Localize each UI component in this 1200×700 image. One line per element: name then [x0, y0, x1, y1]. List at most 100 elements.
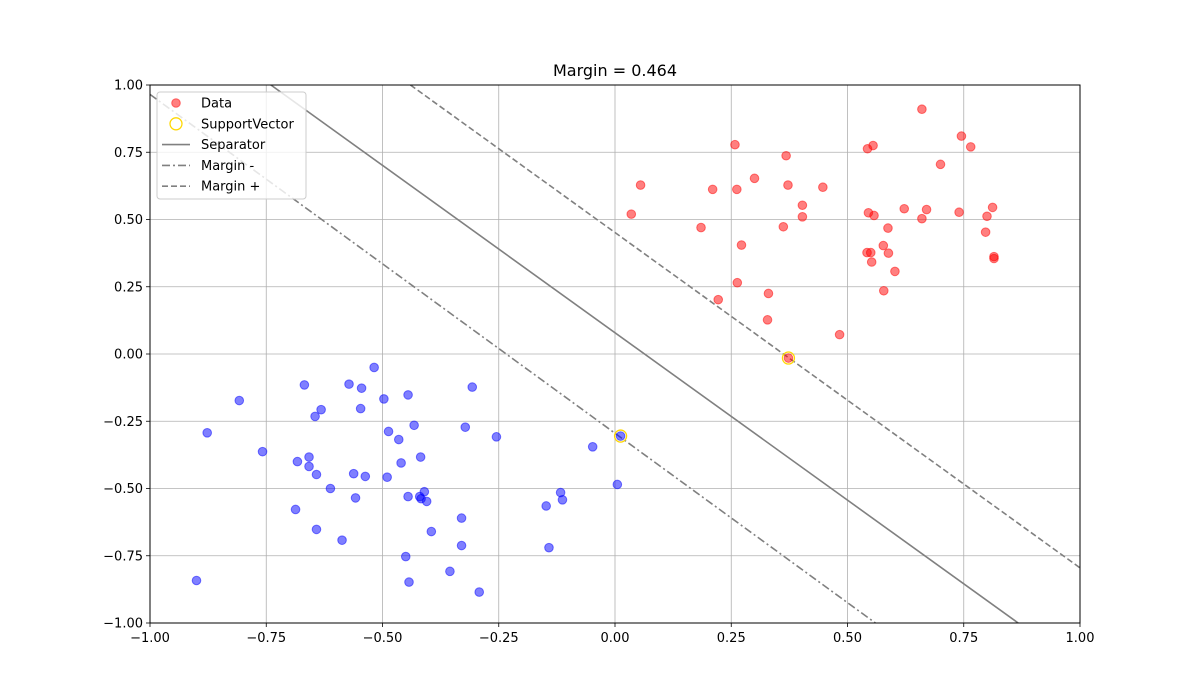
positive-data-point	[783, 353, 794, 363]
negative-data-point	[316, 404, 326, 415]
y-tick-label: −0.25	[103, 415, 143, 430]
x-tick-label: 1.00	[1066, 631, 1095, 646]
negative-data-point	[369, 362, 379, 373]
positive-data-point	[834, 329, 845, 340]
negative-data-point	[403, 390, 413, 400]
negative-data-point	[587, 442, 598, 452]
legend-label-supportvector: SupportVector	[201, 117, 294, 132]
x-tick-label: −0.50	[363, 631, 403, 646]
negative-data-point	[382, 472, 392, 483]
margin-line	[409, 85, 1080, 569]
positive-data-point	[878, 240, 889, 251]
y-tick-label: −0.75	[103, 549, 143, 564]
positive-data-point	[635, 180, 646, 190]
chart-title: Margin = 0.464	[553, 61, 677, 80]
negative-data-point	[456, 540, 467, 551]
positive-data-point	[736, 240, 747, 250]
positive-data-point	[713, 294, 724, 305]
positive-data-point	[982, 211, 992, 222]
positive-data-point	[732, 184, 742, 195]
data-points	[191, 104, 999, 597]
legend-label-data: Data	[201, 97, 232, 112]
positive-data-point	[987, 202, 998, 213]
legend-label-margin: Margin -	[201, 159, 255, 174]
positive-data-point	[956, 131, 967, 141]
y-tick-label: 1.00	[114, 79, 143, 94]
x-tick-label: 0.50	[833, 631, 862, 646]
x-tick-label: −1.00	[130, 631, 170, 646]
positive-data-point	[732, 277, 743, 288]
legend-swatch-supportvector	[169, 117, 183, 131]
x-axis-ticks: −1.00 −0.75 −0.50 −0.25 0.00 0.25 0.50 0.75 1.00	[130, 623, 1094, 646]
positive-data-point	[899, 203, 910, 214]
y-tick-label: 0.00	[114, 348, 143, 363]
x-tick-label: −0.75	[246, 631, 286, 646]
positive-data-point	[890, 266, 900, 277]
negative-data-point	[409, 420, 419, 431]
positive-data-point	[626, 209, 637, 219]
y-tick-label: 0.50	[114, 213, 143, 228]
negative-data-point	[202, 428, 212, 438]
negative-data-point	[304, 452, 314, 462]
negative-data-point	[310, 411, 320, 422]
positive-data-point	[781, 150, 791, 161]
x-tick-label: 0.25	[717, 631, 746, 646]
negative-data-point	[400, 551, 411, 562]
x-tick-label: −0.25	[479, 631, 519, 646]
negative-data-point	[355, 403, 366, 414]
positive-data-point	[862, 143, 873, 154]
negative-data-point	[379, 394, 389, 404]
positive-data-point	[935, 159, 946, 170]
legend-label-margin: Margin +	[201, 180, 260, 195]
negative-data-point	[356, 383, 367, 393]
positive-data-point	[989, 253, 999, 264]
legend: Data SupportVector Separator Margin - Margin…	[156, 91, 307, 200]
negative-data-point	[299, 380, 310, 390]
negative-data-point	[337, 535, 347, 545]
negative-data-point	[557, 494, 568, 505]
positive-data-point	[763, 288, 774, 299]
negative-data-point	[467, 382, 478, 392]
negative-data-point	[544, 542, 554, 553]
negative-data-point	[290, 504, 301, 515]
positive-data-point	[866, 257, 877, 267]
support-vector-ring	[613, 429, 628, 443]
positive-data-point	[865, 247, 876, 258]
positive-data-point	[778, 221, 789, 232]
positive-data-point	[878, 285, 889, 296]
positive-data-point	[749, 173, 760, 184]
negative-data-point	[404, 577, 414, 587]
y-axis-ticks: −1.00 −0.75 −0.50 −0.25 0.00 0.25 0.50 0.75 1.00	[103, 79, 150, 632]
positive-data-point	[818, 182, 828, 193]
positive-data-point	[954, 207, 964, 218]
y-tick-label: −1.00	[103, 617, 143, 632]
negative-data-point	[445, 566, 455, 577]
legend-label-separator: Separator	[201, 138, 266, 153]
positive-data-point	[696, 222, 706, 233]
positive-data-point	[917, 104, 927, 115]
positive-data-point	[921, 204, 932, 215]
negative-data-point	[460, 422, 471, 432]
negative-data-point	[350, 493, 361, 503]
negative-data-point	[491, 432, 502, 442]
negative-data-point	[234, 395, 245, 406]
positive-data-point	[730, 139, 740, 150]
negative-data-point	[348, 468, 359, 479]
negative-data-point	[541, 501, 551, 511]
negative-data-point	[426, 526, 437, 537]
negative-data-point	[325, 483, 336, 494]
positive-data-point	[869, 210, 879, 221]
negative-data-point	[396, 458, 406, 468]
y-tick-label: 0.75	[114, 146, 143, 161]
positive-data-point	[980, 227, 991, 237]
negative-data-point	[403, 491, 413, 502]
y-tick-label: −0.50	[103, 482, 143, 497]
positive-data-point	[883, 248, 894, 258]
positive-data-point	[917, 213, 927, 224]
negative-data-point	[415, 452, 426, 462]
negative-data-point	[383, 426, 394, 437]
legend-box	[156, 91, 307, 200]
support-vector-ring	[781, 351, 796, 365]
negative-data-point	[612, 479, 623, 490]
